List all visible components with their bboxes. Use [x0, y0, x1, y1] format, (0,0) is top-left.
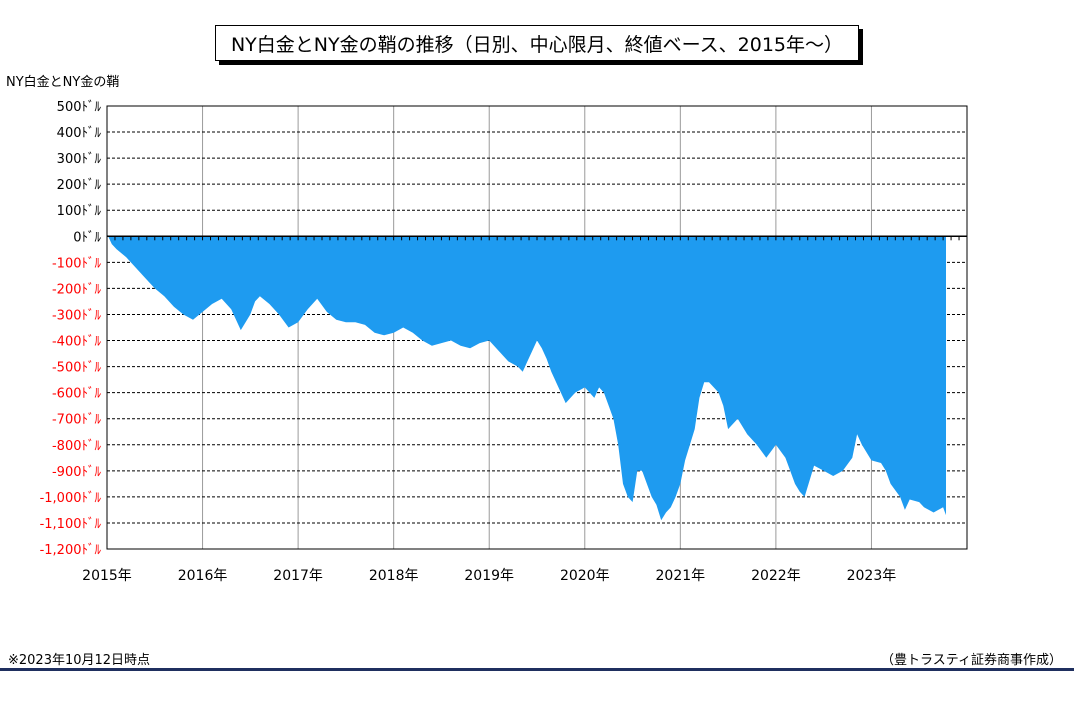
bottom-divider — [0, 668, 1074, 671]
y-tick-label: -200ﾄﾞﾙ — [52, 282, 102, 297]
x-tick-label: 2015年 — [82, 568, 132, 584]
y-tick-label: -800ﾄﾞﾙ — [52, 439, 102, 454]
y-tick-label: 0ﾄﾞﾙ — [73, 230, 101, 245]
x-tick-label: 2016年 — [178, 568, 228, 584]
x-tick-label: 2018年 — [369, 568, 419, 584]
y-tick-label: -600ﾄﾞﾙ — [52, 387, 102, 402]
y-tick-label: -700ﾄﾞﾙ — [52, 413, 102, 428]
x-tick-label: 2020年 — [560, 568, 610, 584]
y-tick-label: 200ﾄﾞﾙ — [57, 178, 102, 193]
y-tick-label: -400ﾄﾞﾙ — [52, 335, 102, 350]
area-chart: 500ﾄﾞﾙ 400ﾄﾞﾙ 300ﾄﾞﾙ 200ﾄﾞﾙ 100ﾄﾞﾙ 0ﾄﾞﾙ -100ﾄﾞ… — [40, 100, 968, 584]
y-tick-label: -1,200ﾄﾞﾙ — [40, 543, 102, 558]
y-tick-label: -300ﾄﾞﾙ — [52, 308, 102, 323]
spread-area — [107, 233, 946, 521]
plot-frame — [106, 105, 968, 550]
y-tick-label: 400ﾄﾞﾙ — [57, 126, 102, 141]
y-tick-label: 300ﾄﾞﾙ — [57, 152, 102, 167]
x-tick-label: 2019年 — [464, 568, 514, 584]
timestamp-note: ※2023年10月12日時点 — [8, 653, 151, 668]
x-tick-label: 2023年 — [847, 568, 897, 584]
y-tick-label: -500ﾄﾞﾙ — [52, 361, 102, 376]
y-tick-label: -900ﾄﾞﾙ — [52, 465, 102, 480]
y-tick-label: -1,000ﾄﾞﾙ — [40, 491, 102, 506]
x-tick-label: 2022年 — [751, 568, 801, 584]
source-credit: （豊トラスティ証券商事作成） — [881, 653, 1062, 668]
chart-title: NY白金とNY金の鞘の推移（日別、中心限月、終値ベース、2015年～） — [215, 25, 859, 61]
y-tick-label: 500ﾄﾞﾙ — [57, 100, 102, 115]
y-tick-label: -100ﾄﾞﾙ — [52, 256, 102, 271]
x-tick-label: 2017年 — [273, 568, 323, 584]
y-tick-label: -1,100ﾄﾞﾙ — [40, 517, 102, 532]
y-tick-label: 100ﾄﾞﾙ — [57, 204, 102, 219]
x-tick-label: 2021年 — [656, 568, 706, 584]
y-axis-label: NY白金とNY金の鞘 — [6, 75, 120, 90]
